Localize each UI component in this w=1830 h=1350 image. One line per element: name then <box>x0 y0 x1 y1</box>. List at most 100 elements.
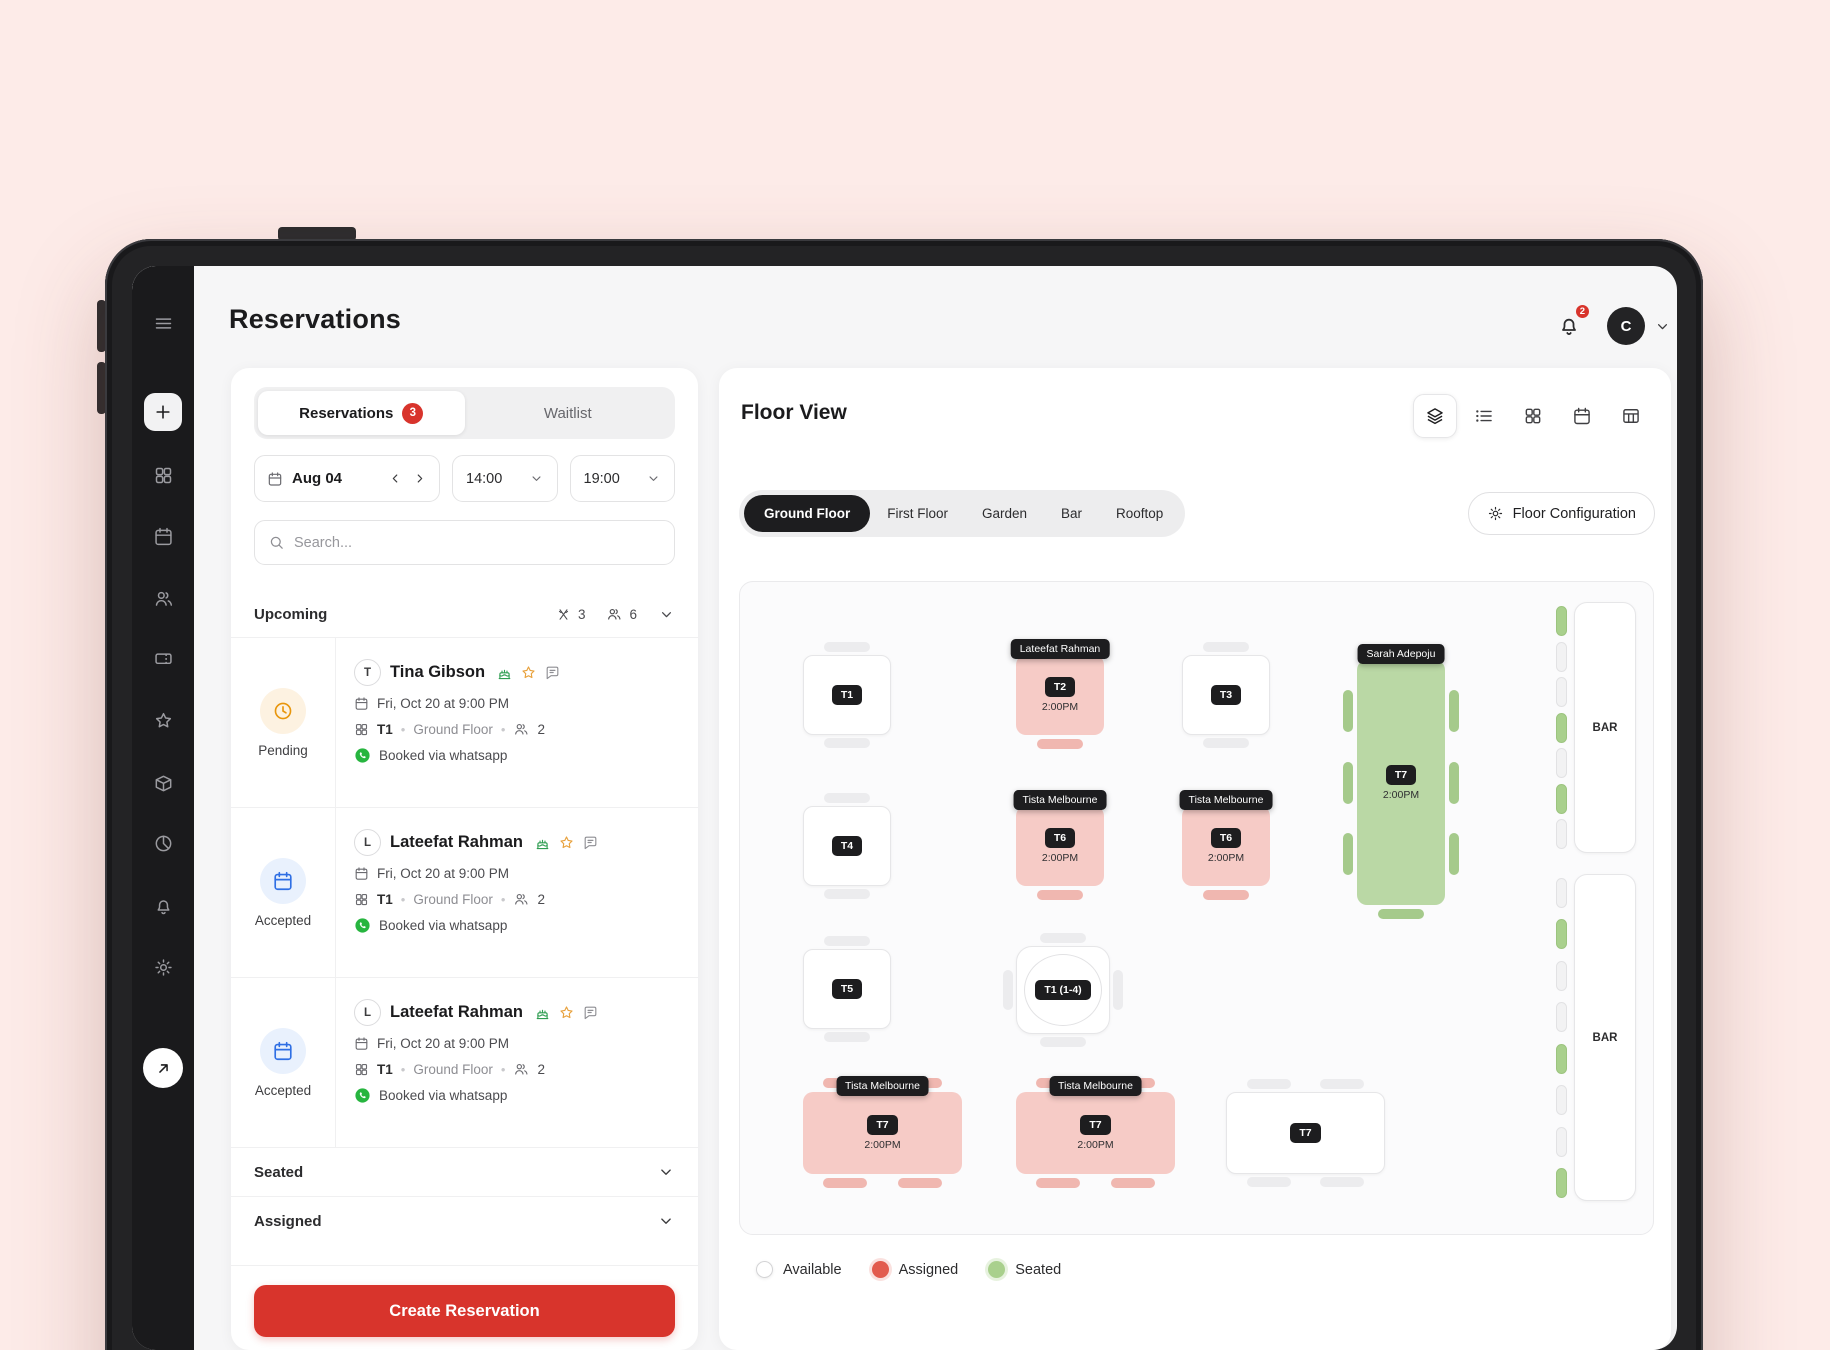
chair <box>1203 642 1249 652</box>
guests-icon[interactable] <box>132 588 194 609</box>
next-date-chevron-icon[interactable] <box>412 471 427 486</box>
reports-icon[interactable] <box>132 833 194 854</box>
reservation-item[interactable]: Pending T Tina Gibson <box>231 637 698 807</box>
reservations-panel: Reservations 3 Waitlist Aug 04 <box>231 368 698 1350</box>
sidebar <box>132 266 194 1350</box>
notifications-icon[interactable] <box>132 896 194 917</box>
chair <box>1247 1177 1291 1187</box>
bar-stool <box>1556 677 1567 707</box>
floor-tab-ground-floor[interactable]: Ground Floor <box>744 495 871 532</box>
guest-initial-avatar: L <box>354 999 381 1026</box>
floor-tab-garden[interactable]: Garden <box>981 506 1028 521</box>
grid-view-button[interactable] <box>1511 394 1555 438</box>
table-id-badge: T6 <box>1210 828 1242 848</box>
bar-label: BAR <box>1592 721 1618 734</box>
search-input[interactable] <box>294 534 661 551</box>
floor-tab-bar[interactable]: Bar <box>1061 506 1083 521</box>
calendar-icon[interactable] <box>132 526 194 547</box>
bar-area[interactable]: BAR <box>1574 874 1636 1201</box>
tab-reservations-label: Reservations <box>299 404 394 422</box>
assigned-section-header[interactable]: Assigned <box>231 1196 698 1245</box>
guest-name: Lateefat Rahman <box>390 833 523 851</box>
floor-table[interactable]: Lateefat Rahman T2 2:00PM <box>1010 639 1110 749</box>
seated-section-header[interactable]: Seated <box>231 1147 698 1196</box>
panel-footer: Create Reservation <box>231 1265 698 1350</box>
avatar[interactable]: C <box>1607 307 1645 345</box>
legend-label: Assigned <box>898 1261 959 1278</box>
table-view-button[interactable] <box>1609 394 1653 438</box>
ticket-icon[interactable] <box>132 648 194 669</box>
reservation-item[interactable]: Accepted L Lateefat Rahman <box>231 807 698 977</box>
floor-tab-first-floor[interactable]: First Floor <box>887 506 948 521</box>
chair <box>1037 739 1083 749</box>
floor-table[interactable]: T4 <box>803 793 891 899</box>
table-time: 2:00PM <box>1077 1139 1114 1151</box>
floor-tab-rooftop[interactable]: Rooftop <box>1116 506 1164 521</box>
floor-tabs: Ground Floor First Floor Garden Bar Roof… <box>739 490 1186 537</box>
floor-configuration-button[interactable]: Floor Configuration <box>1467 492 1655 535</box>
calendar-icon <box>354 866 369 881</box>
settings-icon[interactable] <box>132 957 194 978</box>
prev-date-chevron-icon[interactable] <box>388 471 403 486</box>
floor-table[interactable]: Tista Melbourne T7 2:00PM <box>803 1076 962 1188</box>
floor-table[interactable]: Sarah Adepoju T7 2:00PM <box>1343 644 1459 919</box>
floor-table[interactable]: T1 <box>803 642 891 748</box>
floor-table[interactable]: T3 <box>1182 642 1270 748</box>
bar-stools <box>1556 606 1567 849</box>
bar-stool <box>1556 878 1567 908</box>
time-to-select[interactable]: 19:00 <box>569 455 675 502</box>
party-size: 2 <box>537 1061 545 1077</box>
create-reservation-button[interactable]: Create Reservation <box>254 1285 675 1337</box>
menu-icon[interactable] <box>132 313 194 334</box>
table-time: 2:00PM <box>864 1139 901 1151</box>
chevron-down-icon[interactable] <box>658 606 675 623</box>
account-chevron-down-icon[interactable] <box>1654 318 1671 335</box>
time-from-select[interactable]: 14:00 <box>452 455 558 502</box>
tablet-volume-down-button <box>97 362 106 414</box>
party-size-icon <box>513 891 529 907</box>
floor-view-panel: Floor View <box>719 368 1671 1350</box>
tab-waitlist[interactable]: Waitlist <box>543 404 592 422</box>
inventory-icon[interactable] <box>132 773 194 794</box>
whatsapp-icon <box>354 1087 371 1104</box>
vip-star-icon <box>558 834 575 851</box>
calendar-icon <box>354 696 369 711</box>
chair <box>1111 1178 1155 1188</box>
layers-view-button[interactable] <box>1413 394 1457 438</box>
chair <box>1203 738 1249 748</box>
floor-table[interactable]: T5 <box>803 936 891 1042</box>
bar-area[interactable]: BAR <box>1574 602 1636 853</box>
table-id-badge: T1 (1-4) <box>1035 980 1091 1000</box>
bar-stool <box>1556 712 1567 743</box>
status-legend: Available Assigned Seated <box>756 1261 1061 1278</box>
favorites-icon[interactable] <box>132 710 194 731</box>
table-id-badge: T7 <box>1385 764 1417 785</box>
floor-table[interactable]: T1 (1-4) <box>1003 933 1123 1047</box>
date-picker[interactable]: Aug 04 <box>254 455 440 502</box>
chair <box>1037 890 1083 900</box>
seated-label: Seated <box>254 1163 304 1181</box>
floor-table[interactable]: Tista Melbourne T6 2:00PM <box>1013 790 1107 900</box>
chevron-down-icon <box>657 1163 675 1181</box>
tab-reservations[interactable]: Reservations 3 <box>258 391 465 435</box>
floor-name: Ground Floor <box>413 721 493 737</box>
calendar-view-button[interactable] <box>1560 394 1604 438</box>
chair <box>824 642 870 652</box>
list-view-button[interactable] <box>1462 394 1506 438</box>
floor-table[interactable]: T7 <box>1226 1079 1385 1187</box>
floor-table[interactable]: Tista Melbourne T6 2:00PM <box>1179 790 1273 900</box>
legend-assigned: Assigned <box>871 1261 959 1278</box>
reservation-item[interactable]: Accepted L Lateefat Rahman <box>231 977 698 1147</box>
chair <box>1040 1037 1086 1047</box>
bar-stool <box>1556 606 1567 636</box>
upcoming-section-header[interactable]: Upcoming 3 6 <box>254 591 675 637</box>
add-button[interactable] <box>144 393 182 431</box>
notification-bell-button[interactable]: 2 <box>1547 303 1591 348</box>
status-accepted-icon <box>260 1027 306 1074</box>
dashboard-icon[interactable] <box>132 465 194 486</box>
chair <box>824 738 870 748</box>
floor-table[interactable]: Tista Melbourne T7 2:00PM <box>1016 1076 1175 1188</box>
share-button[interactable] <box>143 1048 183 1088</box>
vip-star-icon <box>520 664 537 681</box>
separator-dot <box>401 1062 406 1077</box>
